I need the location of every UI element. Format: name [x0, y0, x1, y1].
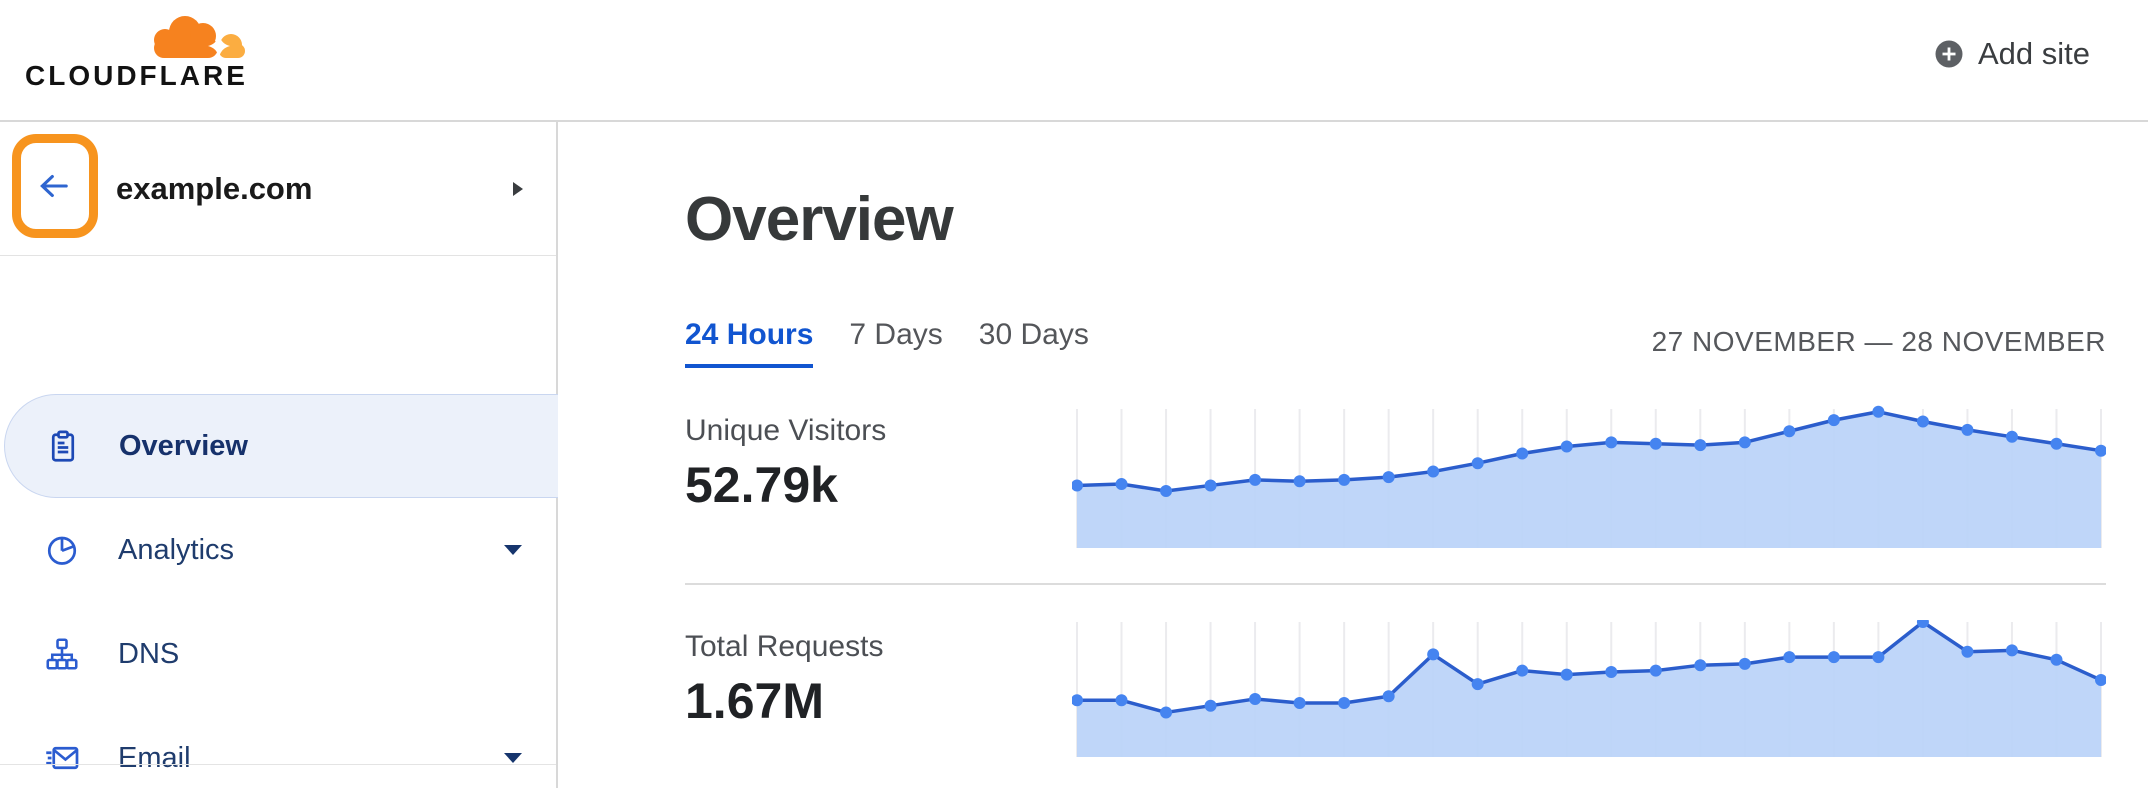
cloudflare-logo[interactable]: CLOUDFLARE: [25, 6, 265, 98]
add-site-button[interactable]: Add site: [1934, 36, 2090, 72]
sidebar-group-divider: [0, 764, 556, 765]
unique-visitors-chart[interactable]: [1072, 405, 2106, 548]
pie-chart-icon: [47, 536, 77, 565]
plus-circle-icon: [1935, 40, 1963, 68]
section-divider: [685, 583, 2106, 585]
sidebar-item-overview[interactable]: Overview: [4, 394, 558, 498]
time-range-tabs: 24 Hours 7 Days 30 Days: [685, 318, 1089, 368]
sitemap-icon: [46, 638, 78, 670]
sidebar: example.com Overview Analytics: [0, 122, 558, 788]
sidebar-item-dns[interactable]: DNS: [0, 602, 558, 706]
unique-visitors-label: Unique Visitors: [685, 414, 887, 447]
sidebar-item-label: Email: [118, 741, 191, 774]
main-content: Overview 24 Hours 7 Days 30 Days 27 NOVE…: [558, 122, 2148, 788]
arrow-left-icon: [40, 175, 68, 197]
chevron-right-icon[interactable]: [512, 181, 524, 197]
total-requests-value: 1.67M: [685, 673, 824, 729]
sidebar-item-email[interactable]: Email: [0, 706, 558, 788]
clipboard-icon: [51, 430, 75, 462]
total-requests-label: Total Requests: [685, 630, 884, 663]
tab-24-hours[interactable]: 24 Hours: [685, 318, 814, 368]
back-button[interactable]: [24, 148, 84, 224]
tab-30-days[interactable]: 30 Days: [978, 318, 1089, 351]
sidebar-item-analytics[interactable]: Analytics: [0, 498, 558, 602]
envelope-routing-icon: [46, 746, 79, 770]
sidebar-site-header: example.com: [0, 122, 556, 256]
cloudflare-cloud-icon: [154, 16, 245, 58]
date-range-label: 27 NOVEMBER — 28 NOVEMBER: [1651, 326, 2106, 357]
sidebar-item-label: DNS: [118, 637, 180, 670]
chevron-down-icon: [504, 752, 522, 763]
top-bar: CLOUDFLARE Add site: [0, 0, 2148, 122]
site-name[interactable]: example.com: [116, 171, 313, 206]
unique-visitors-value: 52.79k: [685, 457, 838, 513]
tab-7-days[interactable]: 7 Days: [849, 318, 943, 351]
add-site-label: Add site: [1977, 36, 2090, 71]
cloudflare-wordmark: CLOUDFLARE: [25, 60, 248, 91]
sidebar-item-label: Overview: [119, 429, 248, 462]
total-requests-chart[interactable]: [1072, 620, 2106, 757]
sidebar-item-label: Analytics: [118, 533, 235, 566]
page-title: Overview: [685, 185, 954, 254]
chevron-down-icon: [504, 544, 522, 555]
